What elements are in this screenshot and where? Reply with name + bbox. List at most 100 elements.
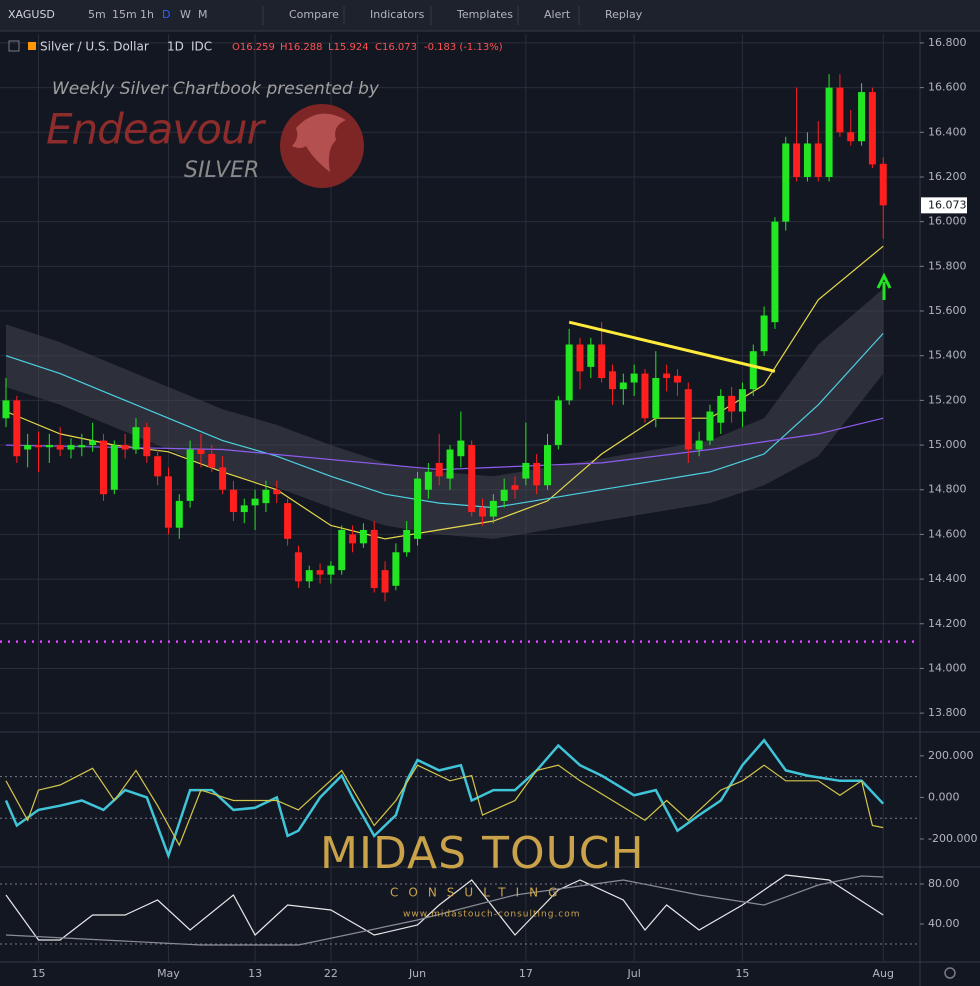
candle-body <box>771 221 779 323</box>
candle-body <box>825 87 833 177</box>
candle-body <box>403 529 411 553</box>
candle-body <box>229 489 237 513</box>
candle-body <box>78 445 86 448</box>
candle-body <box>327 565 335 575</box>
x-tick-label: 13 <box>248 967 262 980</box>
y-tick-label: 15.800 <box>928 259 967 272</box>
interval-button[interactable]: 15m <box>112 8 137 21</box>
watermark-sponsor-sub: CONSULTING <box>390 886 567 900</box>
toolbar-button[interactable]: Templates <box>456 8 513 21</box>
candle-body <box>803 143 811 177</box>
candle-body <box>760 315 768 352</box>
candle-body <box>608 371 616 390</box>
candle-body <box>641 373 649 419</box>
candle-body <box>99 440 107 495</box>
candle-body <box>121 445 129 450</box>
candle-body <box>424 471 432 490</box>
settings-icon[interactable] <box>944 967 956 979</box>
legend-icon <box>28 42 36 50</box>
candle-body <box>240 505 248 513</box>
watermark-brand: Endeavour <box>46 105 267 154</box>
toolbar-button[interactable]: Indicators <box>370 8 425 21</box>
candle-body <box>554 400 562 446</box>
last-price-label: 16.073 <box>928 198 967 211</box>
y-tick-label: 40.00 <box>928 917 960 930</box>
candle-body <box>164 476 172 528</box>
x-tick-label: Aug <box>872 967 893 980</box>
toolbar-button[interactable]: Alert <box>544 8 571 21</box>
watermark-sponsor: MIDAS TOUCH <box>320 828 645 879</box>
legend-source: IDC <box>191 40 212 54</box>
interval-button[interactable]: 1h <box>140 8 154 21</box>
candle-body <box>446 449 454 479</box>
interval-button[interactable]: D <box>162 8 170 21</box>
last-price-box <box>921 197 967 214</box>
candle-body <box>316 570 324 575</box>
candle-body <box>132 427 140 450</box>
candle-body <box>370 529 378 589</box>
toolbar-button[interactable]: Replay <box>605 8 643 21</box>
y-tick-label: 15.000 <box>928 438 967 451</box>
y-tick-label: 16.800 <box>928 36 967 49</box>
watermark-brand-sub: SILVER <box>184 158 259 183</box>
candle-body <box>56 445 64 450</box>
legend-change: -0.183 (-1.13%) <box>424 42 503 53</box>
y-tick-label: 16.000 <box>928 215 967 228</box>
candle-body <box>858 92 866 142</box>
line-series <box>5 245 884 540</box>
legend-collapse[interactable] <box>8 40 20 52</box>
y-tick-label: 16.600 <box>928 81 967 94</box>
candle-body <box>414 478 422 539</box>
symbol[interactable]: XAGUSD <box>8 8 55 21</box>
candle-body <box>489 500 497 517</box>
candle-body <box>67 445 75 450</box>
candle-body <box>45 445 53 448</box>
candle-body <box>197 449 205 454</box>
y-tick-label: 14.400 <box>928 572 967 585</box>
x-tick-label: 15 <box>735 967 749 980</box>
interval-button[interactable]: 5m <box>88 8 106 21</box>
candle-body <box>273 489 281 495</box>
candle-body <box>738 389 746 412</box>
candle-body <box>619 382 627 390</box>
candle-body <box>565 344 573 401</box>
brand-logo-bird <box>292 113 346 172</box>
candle-body <box>381 570 389 593</box>
candle-body <box>782 143 790 222</box>
interval-button[interactable]: M <box>198 8 208 21</box>
candle-body <box>110 445 118 490</box>
candle-body <box>533 462 541 486</box>
legend-title: Silver / U.S. Dollar <box>40 40 149 54</box>
candle-body <box>544 445 551 486</box>
y-tick-label: 15.200 <box>928 393 967 406</box>
y-tick-label: 14.200 <box>928 617 967 630</box>
candle-body <box>879 163 887 206</box>
toolbar <box>0 0 980 31</box>
candle-body <box>457 440 465 457</box>
candle-body <box>13 400 21 457</box>
candle-body <box>814 143 822 177</box>
candle-body <box>186 449 194 501</box>
candle-body <box>847 132 855 142</box>
y-tick-label: -200.000 <box>928 832 977 845</box>
candle-body <box>143 427 151 457</box>
y-tick-label: 16.200 <box>928 170 967 183</box>
line-series <box>5 332 884 509</box>
legend-close: C16.073 <box>375 42 417 53</box>
toolbar-button[interactable]: Compare <box>289 8 339 21</box>
x-tick-label: 22 <box>324 967 338 980</box>
line-series <box>5 874 884 941</box>
y-tick-label: 16.400 <box>928 125 967 138</box>
x-tick-label: 17 <box>519 967 533 980</box>
candle-body <box>684 389 692 450</box>
candle-body <box>511 485 519 490</box>
candle-body <box>728 395 736 412</box>
candle-body <box>695 440 703 450</box>
watermark-headline: Weekly Silver Chartbook presented by <box>52 79 380 99</box>
candle-body <box>468 445 476 513</box>
y-tick-label: 200.000 <box>928 749 974 762</box>
candle-body <box>663 373 671 379</box>
interval-button[interactable]: W <box>180 8 191 21</box>
